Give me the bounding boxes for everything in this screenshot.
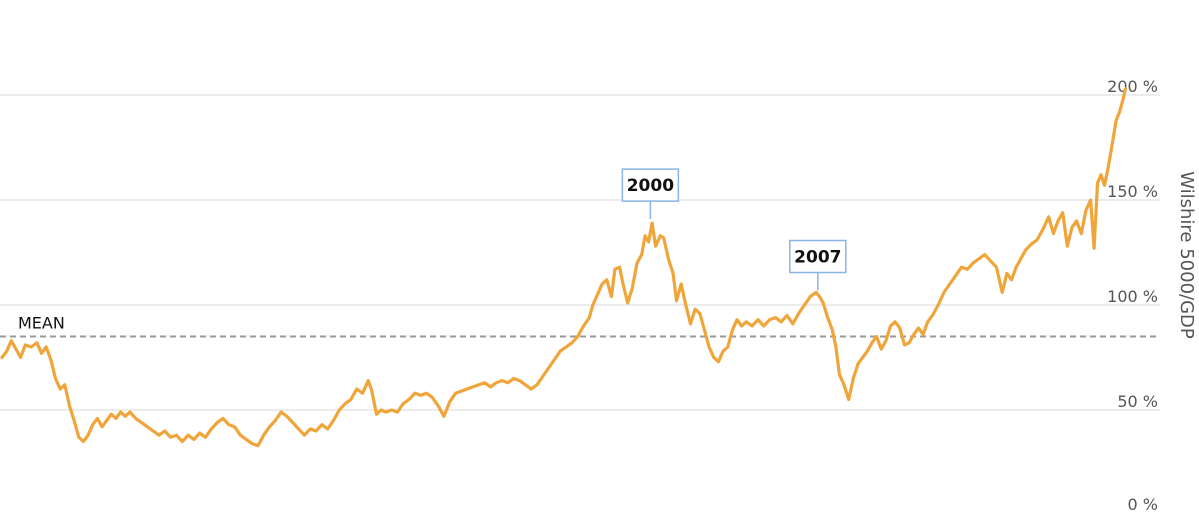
annotation-box bbox=[621, 168, 680, 202]
annotation-label: 2000 bbox=[627, 176, 674, 196]
y-tick-labels: 0 % 50 % 100 % 150 % 200 % bbox=[1107, 77, 1158, 514]
y-axis-title: Wilshire 5000/GDP bbox=[1176, 171, 1197, 339]
y-tick-label: 150 % bbox=[1107, 182, 1158, 201]
series-line bbox=[0, 87, 1128, 448]
y-tick-label: 200 % bbox=[1107, 77, 1158, 96]
annotation-2007: 2007 bbox=[789, 239, 847, 291]
y-tick-label: 0 % bbox=[1128, 495, 1158, 514]
y-tick-label: 50 % bbox=[1117, 392, 1158, 411]
annotation-2000: 2000 bbox=[621, 168, 680, 220]
annotation-box bbox=[789, 239, 847, 274]
annotations: 2000 2007 bbox=[621, 168, 847, 291]
y-tick-label: 100 % bbox=[1107, 287, 1158, 306]
series-layer bbox=[0, 87, 1128, 448]
grid-lines bbox=[0, 94, 1160, 411]
annotation-label: 2007 bbox=[794, 248, 841, 268]
mean-label: MEAN bbox=[18, 314, 65, 333]
mean-reference: MEAN bbox=[0, 314, 1160, 338]
